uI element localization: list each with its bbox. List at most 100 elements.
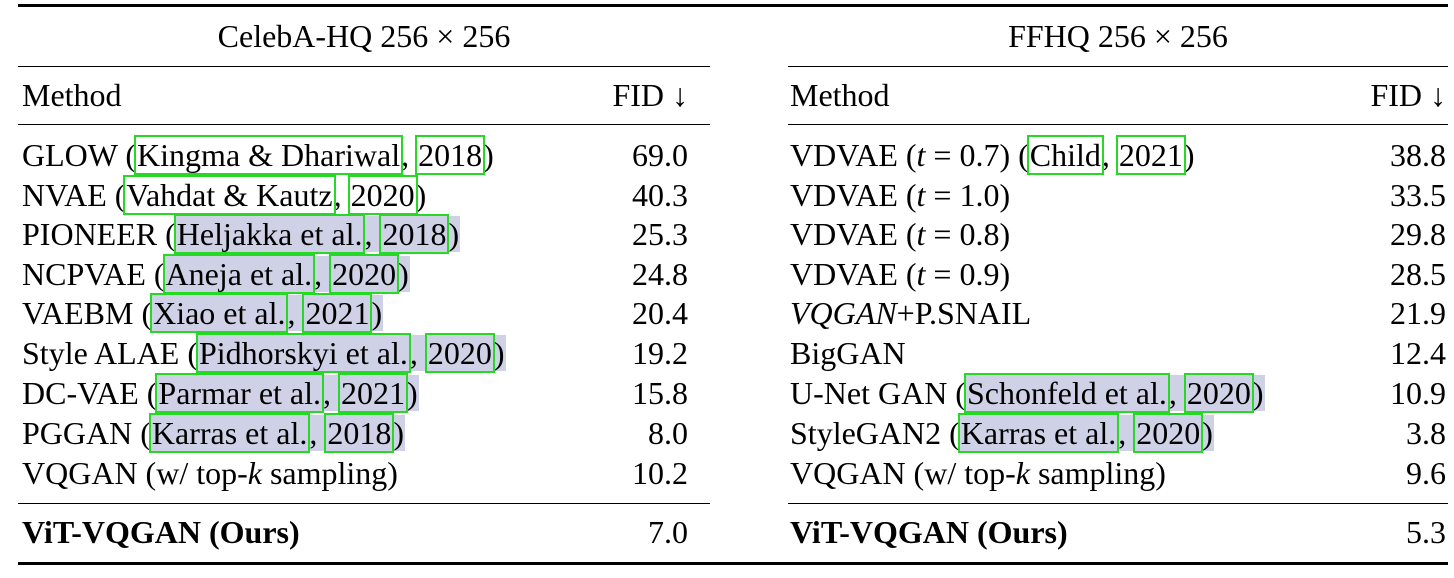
r5-rest: +P.SNAIL [896, 295, 1032, 331]
right-table-title: FFHQ 256 × 256 [1008, 18, 1228, 54]
row-prefix: DC-VAE ( [22, 375, 158, 411]
right-topk-method: VQGAN (w/ top-k sampling) [790, 455, 1166, 491]
citation-link[interactable]: Parmar et al. [155, 373, 324, 413]
r7-sep: , [1167, 375, 1186, 411]
r2-pre: VDVAE ( [790, 177, 917, 213]
row-suffix: ) [406, 375, 419, 411]
row-prefix: PIONEER ( [22, 216, 176, 252]
r8-pre: StyleGAN2 ( [790, 415, 960, 451]
r2-eq: = 1.0) [925, 177, 1011, 213]
left-topk-method: VQGAN (w/ top-k sampling) [22, 455, 398, 491]
row-suffix: ) [483, 137, 494, 173]
left-row-fid: 19.2 [632, 335, 688, 371]
row-sep: , [322, 375, 340, 411]
citation-year-link[interactable]: 2020 [424, 333, 495, 373]
right-col-fid: FID ↓ [1370, 77, 1446, 113]
citation-link[interactable]: Pidhorskyi et al. [195, 333, 411, 373]
citation-link[interactable]: Vahdat & Kautz [123, 175, 336, 215]
citation-year-link[interactable]: 2020 [1183, 373, 1254, 413]
citation-link[interactable]: Karras et al. [148, 413, 311, 453]
right-row-7-method: U-Net GAN (Schonfeld et al., 2020) [790, 373, 1265, 413]
citation-link[interactable]: Xiao et al. [150, 293, 289, 333]
row-sep: , [333, 177, 350, 213]
r3-pre: VDVAE ( [790, 216, 917, 252]
right-ours-method: ViT-VQGAN (Ours) [790, 514, 1068, 550]
citation-link[interactable]: Karras et al. [957, 413, 1120, 453]
row-prefix: VAEBM ( [22, 295, 153, 331]
right-row-4-method: VDVAE (t = 0.9) [790, 256, 1010, 292]
left-row-method: NVAE (Vahdat & Kautz, 2020) [22, 175, 427, 215]
top-rule [18, 4, 1448, 7]
left-row-method: DC-VAE (Parmar et al., 2021) [22, 373, 419, 413]
right-colhead-rule [788, 124, 1448, 125]
left-row-fid: 69.0 [632, 137, 688, 173]
row-suffix: ) [415, 177, 427, 213]
row-suffix: ) [397, 256, 410, 292]
right-row-7-fid: 10.9 [1390, 375, 1446, 411]
left-row-method: PGGAN (Karras et al., 2018) [22, 413, 406, 453]
left-row-method: NCPVAE (Aneja et al., 2020) [22, 254, 410, 294]
bottom-rule [18, 562, 1448, 565]
row-prefix: GLOW ( [22, 137, 137, 173]
left-row-method: GLOW (Kingma & Dhariwal, 2018) [22, 135, 494, 175]
left-row-fid: 25.3 [632, 216, 688, 252]
citation-link[interactable]: Child [1026, 135, 1104, 175]
left-ours-fid: 7.0 [648, 514, 688, 550]
citation-link[interactable]: Kingma & Dhariwal [134, 135, 404, 175]
citation-year-link[interactable]: 2021 [302, 293, 373, 333]
topk-post: sampling) [1029, 455, 1166, 491]
right-ours-fid: 5.3 [1406, 514, 1446, 550]
right-row-4-fid: 28.5 [1390, 256, 1446, 292]
left-row-fid: 8.0 [648, 415, 688, 451]
citation-year-link[interactable]: 2018 [324, 413, 395, 453]
r1-pre: VDVAE ( [790, 137, 917, 173]
citation-year-link[interactable]: 2020 [329, 254, 400, 294]
right-row-1-fid: 38.8 [1390, 137, 1446, 173]
left-row-fid: 24.8 [632, 256, 688, 292]
right-row-8-fid: 3.8 [1406, 415, 1446, 451]
left-ours-method: ViT-VQGAN (Ours) [22, 514, 300, 550]
left-row-method: Style ALAE (Pidhorskyi et al., 2020) [22, 333, 506, 373]
right-row-6-fid: 12.4 [1390, 335, 1446, 371]
right-row-8-method: StyleGAN2 (Karras et al., 2020) [790, 413, 1214, 453]
citation-year-link[interactable]: 2020 [1133, 413, 1204, 453]
row-suffix: ) [370, 295, 384, 331]
row-sep: , [363, 216, 382, 252]
left-topk-fid: 10.2 [632, 455, 688, 491]
topk-pre: VQGAN (w/ top- [790, 455, 1016, 491]
row-suffix: ) [492, 335, 506, 371]
right-row-2-fid: 33.5 [1390, 177, 1446, 213]
row-prefix: Style ALAE ( [22, 335, 198, 371]
row-sep: , [308, 415, 327, 451]
citation-year-link[interactable]: 2018 [379, 214, 450, 254]
r1-t: t [916, 137, 926, 173]
r4-t: t [916, 256, 926, 292]
r8-sep: , [1117, 415, 1136, 451]
r8-suf: ) [1201, 415, 1214, 451]
topk-pre: VQGAN (w/ top- [22, 455, 248, 491]
topk-k: k [247, 455, 262, 491]
row-sep: , [408, 335, 427, 371]
citation-year-link[interactable]: 2021 [1115, 135, 1186, 175]
citation-link[interactable]: Heljakka et al. [173, 214, 366, 254]
right-row-5-method: VQGAN+P.SNAIL [790, 295, 1031, 331]
right-col-method: Method [790, 77, 890, 113]
citation-link[interactable]: Aneja et al. [162, 254, 316, 294]
citation-year-link[interactable]: 2020 [347, 175, 418, 215]
row-prefix: NCPVAE ( [22, 256, 165, 292]
r1-suf: ) [1183, 137, 1195, 173]
citation-year-link[interactable]: 2018 [415, 135, 486, 175]
r4-pre: VDVAE ( [790, 256, 917, 292]
row-prefix: PGGAN ( [22, 415, 151, 451]
right-row-3-method: VDVAE (t = 0.8) [790, 216, 1010, 252]
left-row-method: VAEBM (Xiao et al., 2021) [22, 293, 384, 333]
citation-link[interactable]: Schonfeld et al. [963, 373, 1170, 413]
right-row-1-method: VDVAE (t = 0.7) (Child, 2021) [790, 135, 1195, 175]
citation-year-link[interactable]: 2021 [338, 373, 408, 413]
topk-post: sampling) [261, 455, 398, 491]
r3-t: t [916, 216, 926, 252]
right-topk-fid: 9.6 [1406, 455, 1446, 491]
right-header-rule [788, 66, 1448, 67]
left-header-rule [18, 66, 710, 67]
r5-it: VQGAN [790, 295, 897, 331]
